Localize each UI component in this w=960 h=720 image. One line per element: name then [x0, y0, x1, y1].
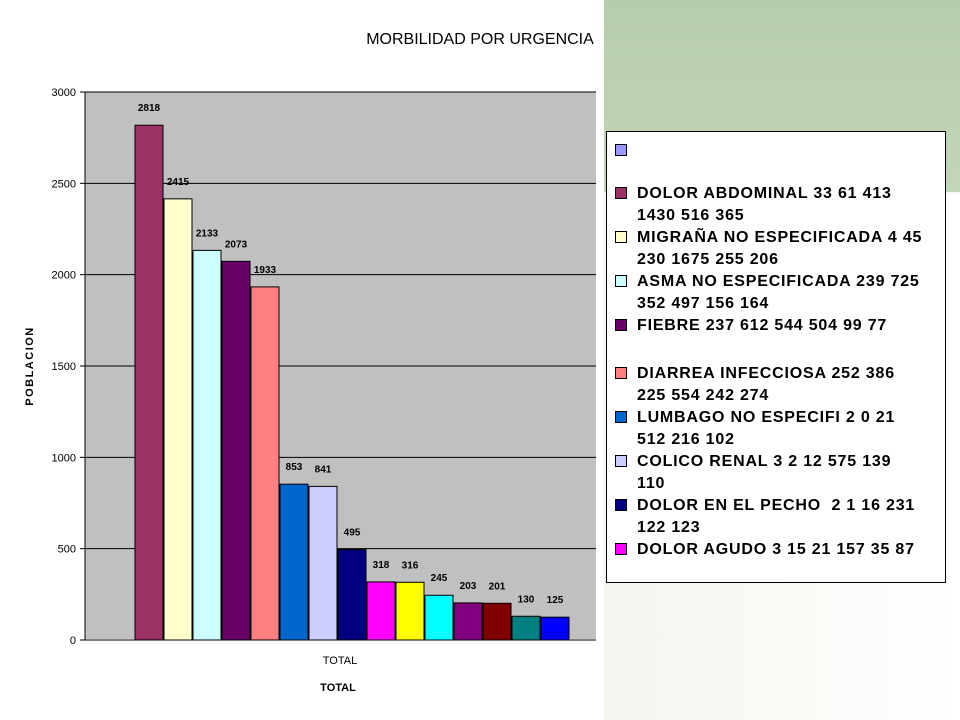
y-tick-label: 1500 — [52, 361, 76, 373]
bar — [250, 286, 280, 641]
bars — [134, 124, 570, 641]
bar — [221, 260, 251, 641]
bar — [395, 581, 425, 641]
legend-swatch — [615, 543, 627, 555]
y-axis-ticks: 3000 2500 2000 1500 1000 500 0 — [52, 87, 85, 647]
y-tick-label: 1000 — [52, 452, 76, 464]
data-label: 203 — [460, 581, 477, 592]
bar — [366, 581, 396, 641]
legend-label: DOLOR AGUDO 3 15 21 157 35 87 — [637, 541, 915, 558]
y-tick-label: 0 — [70, 635, 76, 647]
data-label: 201 — [489, 581, 506, 592]
data-label: 1933 — [254, 265, 277, 276]
data-label: 841 — [315, 464, 332, 475]
legend-label: MIGRAÑA NO ESPECIFICADA 4 45 230 1675 25… — [637, 229, 923, 268]
bar — [192, 249, 222, 641]
data-labels: 2818 2415 2133 2073 1933 853 841 495 318 316 245 20… — [138, 103, 564, 606]
data-label: 316 — [402, 560, 419, 571]
legend-label: ASMA NO ESPECIFICADA 239 725 352 497 156… — [637, 273, 920, 312]
x-axis-title: TOTAL — [320, 682, 356, 694]
legend-swatch — [615, 319, 627, 331]
legend-label: FIEBRE 237 612 544 504 99 77 — [637, 317, 888, 334]
legend-swatch — [615, 367, 627, 379]
chart-title: MORBILIDAD POR URGENCIA — [366, 31, 594, 48]
legend-label: DOLOR ABDOMINAL 33 61 413 1430 516 365 — [637, 185, 892, 224]
bar — [482, 602, 512, 641]
legend-label: COLICO RENAL 3 2 12 575 139 110 — [637, 453, 892, 492]
bar — [337, 549, 367, 641]
y-tick-label: 500 — [58, 544, 76, 556]
x-tick-label: TOTAL — [323, 655, 357, 667]
y-tick-label: 2000 — [52, 270, 76, 282]
data-label: 2415 — [167, 177, 190, 188]
bar — [453, 602, 483, 641]
data-label: 245 — [431, 573, 448, 584]
legend: DOLOR ABDOMINAL 33 61 413 1430 516 365 MI… — [606, 131, 946, 583]
bar — [279, 483, 309, 641]
bar — [511, 615, 541, 641]
legend-label: LUMBAGO NO ESPECIFI 2 0 21 512 216 102 — [637, 409, 896, 448]
data-label: 125 — [547, 595, 564, 606]
y-tick-label: 3000 — [52, 87, 76, 99]
data-label: 2133 — [196, 228, 219, 239]
bar — [134, 124, 164, 641]
bar — [163, 198, 193, 641]
data-label: 130 — [518, 594, 535, 605]
legend-swatch — [615, 231, 627, 243]
legend-label: DOLOR EN EL PECHO 2 1 16 231 122 123 — [637, 497, 916, 536]
y-axis-title: POBLACION — [24, 326, 36, 406]
bar — [424, 594, 454, 641]
data-label: 853 — [286, 462, 303, 473]
legend-swatch — [615, 187, 627, 199]
data-label: 318 — [373, 560, 390, 571]
legend-swatch — [615, 411, 627, 423]
legend-label: DIARREA INFECCIOSA 252 386 225 554 242 2… — [637, 365, 895, 404]
legend-swatch — [615, 144, 627, 156]
legend-swatch — [615, 275, 627, 287]
data-label: 2818 — [138, 103, 161, 114]
bar — [308, 485, 338, 641]
data-label: 2073 — [225, 239, 248, 250]
y-tick-label: 2500 — [52, 178, 76, 190]
legend-swatch — [615, 499, 627, 511]
data-label: 495 — [344, 528, 361, 539]
legend-swatch — [615, 455, 627, 467]
bar — [540, 616, 570, 641]
